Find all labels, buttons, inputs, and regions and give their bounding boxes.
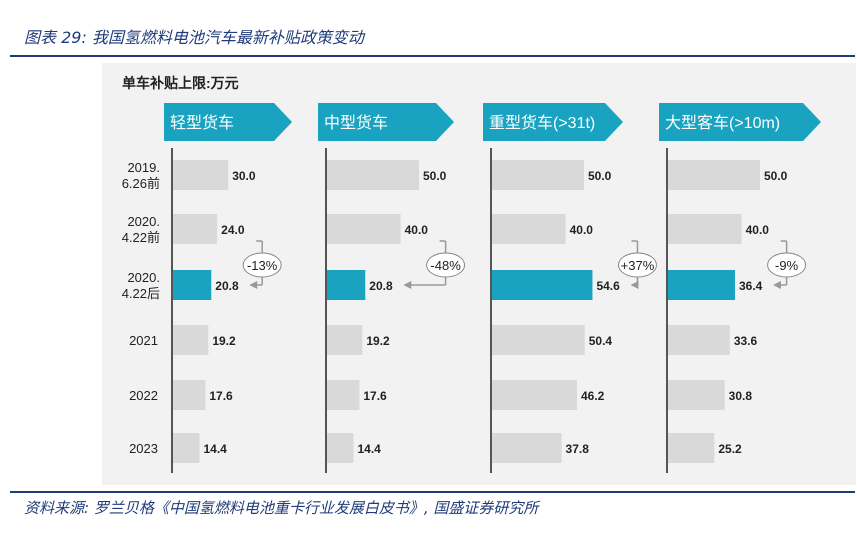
change-badge: [617, 252, 657, 278]
value-label: 40.0: [570, 223, 594, 237]
change-arrowhead: [403, 281, 412, 289]
bar: [668, 325, 730, 355]
bar: [492, 325, 585, 355]
series-header: [164, 103, 292, 141]
value-label: 50.0: [764, 169, 788, 183]
change-arrowhead: [772, 281, 781, 289]
bar: [668, 214, 742, 244]
bar: [492, 214, 566, 244]
value-label: 14.4: [203, 442, 227, 456]
series-header: [318, 103, 454, 141]
change-arrowhead: [630, 281, 639, 289]
value-label: 24.0: [221, 223, 245, 237]
value-label: 30.8: [729, 389, 753, 403]
bar: [668, 270, 735, 300]
change-badge: [426, 252, 466, 278]
value-label: 14.4: [357, 442, 381, 456]
figure-title: 图表 29: 我国氢燃料电池汽车最新补贴政策变动: [24, 28, 364, 47]
change-badge: [242, 252, 282, 278]
bar: [492, 433, 562, 463]
value-label: 25.2: [718, 442, 742, 456]
value-label: 36.4: [739, 279, 763, 293]
value-label: 20.8: [215, 279, 239, 293]
bar: [173, 433, 200, 463]
value-label: 17.6: [363, 389, 387, 403]
value-label: 40.0: [405, 223, 429, 237]
bar: [327, 325, 363, 355]
bar: [492, 270, 593, 300]
bar: [327, 214, 401, 244]
bar: [327, 270, 366, 300]
bar: [327, 380, 360, 410]
unit-label: 单车补贴上限:万元: [122, 75, 239, 91]
value-label: 54.6: [596, 279, 620, 293]
bar: [173, 160, 229, 190]
category-label: 2019. 6.26前: [122, 160, 160, 191]
series-name: 重型货车(>31t): [489, 114, 595, 132]
category-label: 2022: [129, 388, 158, 403]
category-label: 2021: [129, 333, 158, 348]
series-header: [659, 103, 821, 141]
value-label: 19.2: [366, 334, 390, 348]
value-label: 37.8: [566, 442, 590, 456]
value-label: 50.4: [589, 334, 613, 348]
series-name: 轻型货车: [170, 114, 234, 132]
change-badge: [767, 252, 807, 278]
change-percent: -9%: [775, 258, 799, 273]
value-label: 50.0: [423, 169, 447, 183]
series-name: 大型客车(>10m): [665, 114, 780, 132]
value-label: 17.6: [209, 389, 233, 403]
bar: [492, 380, 578, 410]
bar: [173, 380, 206, 410]
change-percent: +37%: [621, 258, 655, 273]
value-label: 50.0: [588, 169, 612, 183]
bar: [668, 433, 715, 463]
value-label: 19.2: [212, 334, 236, 348]
top-rule: [10, 55, 855, 57]
series-name: 中型货车: [324, 114, 388, 132]
series-header: [483, 103, 623, 141]
bar: [173, 270, 212, 300]
value-label: 40.0: [746, 223, 770, 237]
bar: [668, 160, 760, 190]
value-label: 30.0: [232, 169, 256, 183]
change-percent: -48%: [430, 258, 461, 273]
source-note: 资料来源: 罗兰贝格《中国氢燃料电池重卡行业发展白皮书》, 国盛证券研究所: [24, 499, 539, 517]
change-arrowhead: [249, 281, 258, 289]
value-label: 33.6: [734, 334, 758, 348]
bar: [173, 214, 218, 244]
bar: [327, 433, 354, 463]
category-label: 2020. 4.22前: [122, 214, 160, 245]
category-label: 2023: [129, 441, 158, 456]
value-label: 20.8: [369, 279, 393, 293]
change-percent: -13%: [247, 258, 278, 273]
bar: [668, 380, 725, 410]
value-label: 46.2: [581, 389, 605, 403]
bar: [492, 160, 584, 190]
bar: [173, 325, 209, 355]
bottom-rule: [10, 491, 855, 493]
category-label: 2020. 4.22后: [122, 270, 160, 301]
bar: [327, 160, 419, 190]
